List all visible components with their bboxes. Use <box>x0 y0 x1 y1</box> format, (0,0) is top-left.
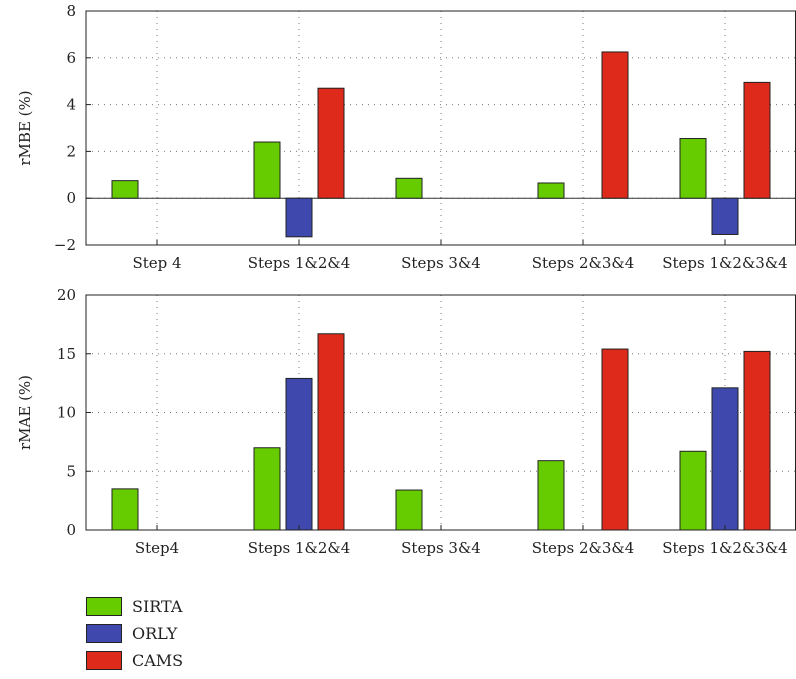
y-tick-label: 2 <box>66 142 76 160</box>
y-tick-label: 20 <box>57 286 76 304</box>
x-tick-label: Step4 <box>135 539 179 557</box>
legend-swatch-orly <box>86 624 122 643</box>
bar-orly <box>285 197 313 238</box>
chart-panel-1: −2 0 2 4 6 8 Step 4 Steps 1&2&4 Steps 3&4 Steps 2… <box>16 2 796 272</box>
legend-swatch-sirta <box>86 597 122 616</box>
legend-swatch-cams <box>86 651 122 670</box>
bar-sirta <box>679 450 707 531</box>
legend-item-cams: CAMS <box>86 647 183 674</box>
y-axis-label: rMAE (%) <box>16 375 34 450</box>
chart-panel-2: 0 5 10 15 20 Step4 Steps 1&2&4 Steps 3&4 Steps 2… <box>16 286 796 557</box>
y-tick-label: 8 <box>66 2 76 20</box>
bar-sirta <box>111 488 139 531</box>
bar-sirta <box>253 447 281 531</box>
bar-sirta <box>111 180 139 199</box>
legend-label-orly: ORLY <box>132 624 178 643</box>
y-tick-label: 5 <box>66 462 76 480</box>
legend-label-sirta: SIRTA <box>132 597 183 616</box>
bar-orly <box>285 377 313 531</box>
bar-sirta <box>537 460 565 531</box>
x-tick-label: Step 4 <box>132 254 181 272</box>
y-tick-label: 15 <box>57 345 76 363</box>
bar-cams <box>601 348 629 531</box>
bar-sirta <box>679 138 707 199</box>
bar-cams <box>601 51 629 199</box>
x-tick-label: Steps 2&3&4 <box>532 539 635 557</box>
y-tick-label: 0 <box>66 189 76 207</box>
x-tick-label: Steps 1&2&3&4 <box>662 254 787 272</box>
legend-item-orly: ORLY <box>86 620 183 647</box>
legend-label-cams: CAMS <box>132 651 184 670</box>
bar-sirta <box>253 141 281 199</box>
y-tick-label: 10 <box>57 404 76 422</box>
x-tick-label: Steps 1&2&4 <box>248 539 351 557</box>
legend: SIRTA ORLY CAMS <box>86 593 183 674</box>
x-tick-label: Steps 1&2&3&4 <box>662 539 787 557</box>
x-tick-label: Steps 3&4 <box>401 254 481 272</box>
y-tick-label: 4 <box>66 96 76 114</box>
bar-orly <box>711 387 739 531</box>
x-tick-label: Steps 1&2&4 <box>248 254 351 272</box>
x-tick-label: Steps 2&3&4 <box>532 254 635 272</box>
bar-sirta <box>537 182 565 199</box>
legend-item-sirta: SIRTA <box>86 593 183 620</box>
bar-cams <box>317 87 345 199</box>
x-tick-label: Steps 3&4 <box>401 539 481 557</box>
y-tick-label: −2 <box>54 236 76 254</box>
bar-charts: −2 0 2 4 6 8 Step 4 Steps 1&2&4 Steps 3&4 Steps 2… <box>16 2 796 557</box>
bar-cams <box>743 350 771 531</box>
y-axis-label: rMBE (%) <box>16 90 34 165</box>
bar-cams <box>317 333 345 531</box>
bar-orly <box>711 197 739 235</box>
bar-sirta <box>395 489 423 531</box>
y-tick-label: 6 <box>66 49 76 67</box>
bar-sirta <box>395 177 423 199</box>
bar-cams <box>743 81 771 199</box>
y-tick-label: 0 <box>66 521 76 539</box>
